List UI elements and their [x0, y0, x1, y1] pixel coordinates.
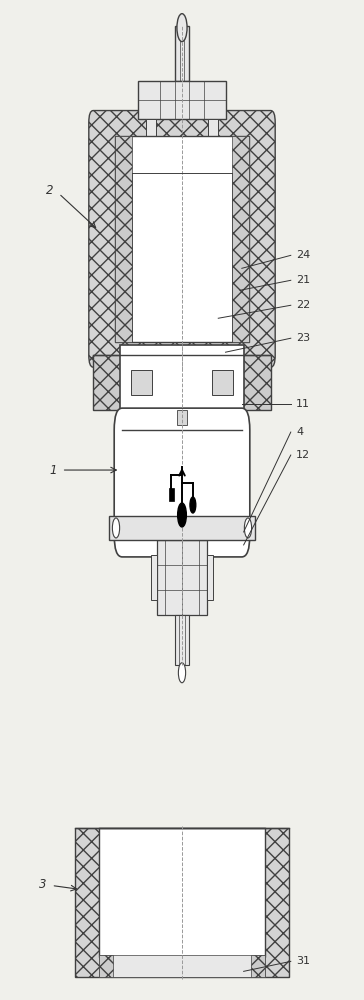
Bar [146, 119, 156, 140]
Bar [151, 555, 157, 600]
Text: 2: 2 [46, 184, 54, 197]
FancyBboxPatch shape [89, 111, 275, 367]
Bar [207, 555, 213, 600]
Text: 23: 23 [296, 333, 310, 343]
Circle shape [112, 518, 120, 538]
Bar [75, 828, 289, 977]
Bar [115, 136, 249, 342]
Circle shape [178, 503, 186, 527]
FancyBboxPatch shape [114, 408, 250, 557]
Bar [130, 355, 234, 410]
Bar [157, 540, 207, 615]
Bar [208, 119, 218, 140]
Circle shape [178, 663, 186, 683]
Text: 24: 24 [296, 250, 310, 260]
Bar [115, 136, 132, 342]
Bar [93, 355, 130, 410]
Bar [232, 136, 249, 342]
Bar [234, 355, 271, 410]
Bar [175, 26, 189, 81]
Text: 31: 31 [296, 956, 310, 966]
Text: 1: 1 [50, 464, 57, 477]
Bar [212, 370, 233, 395]
Text: 4: 4 [296, 427, 303, 437]
Bar [152, 140, 156, 152]
Text: 11: 11 [296, 399, 310, 409]
Bar [175, 615, 189, 665]
Bar [251, 955, 265, 977]
Bar [120, 345, 244, 435]
Bar [110, 516, 254, 540]
Bar [99, 828, 265, 957]
Text: 3: 3 [39, 878, 46, 891]
Bar [169, 488, 174, 501]
Bar [138, 81, 226, 119]
Bar [99, 955, 265, 977]
Bar [208, 140, 212, 152]
Text: 22: 22 [296, 300, 310, 310]
Bar [178, 410, 186, 425]
Circle shape [177, 14, 187, 42]
Circle shape [190, 497, 196, 513]
Bar [99, 955, 113, 977]
Bar [131, 370, 152, 395]
Text: 12: 12 [296, 450, 310, 460]
Circle shape [244, 518, 252, 538]
Text: 21: 21 [296, 275, 310, 285]
